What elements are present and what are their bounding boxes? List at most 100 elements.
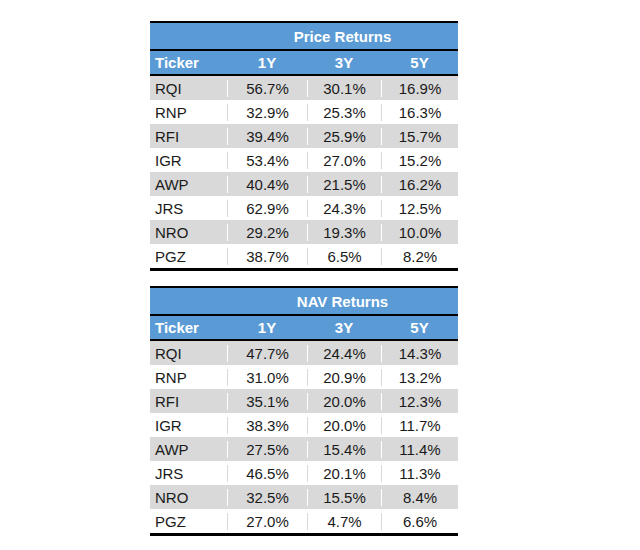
return-3y-cell: 15.4% [307,441,381,458]
table-row: JRS 46.5% 20.1% 11.3% [150,461,458,485]
return-1y-cell: 27.0% [227,513,307,530]
table-header-row: Ticker 1Y 3Y 5Y [150,316,458,341]
return-3y-cell: 4.7% [307,513,381,530]
ticker-cell: IGR [150,152,227,169]
return-3y-cell: 20.0% [307,393,381,410]
return-5y-cell: 12.3% [381,393,458,410]
column-header-ticker: Ticker [150,319,227,336]
return-3y-cell: 24.3% [307,200,381,217]
return-1y-cell: 32.9% [227,104,307,121]
return-1y-cell: 38.3% [227,417,307,434]
table-row: PGZ 27.0% 4.7% 6.6% [150,509,458,533]
ticker-cell: RNP [150,104,227,121]
table-row: IGR 53.4% 27.0% 15.2% [150,148,458,172]
table-header-row: Ticker 1Y 3Y 5Y [150,51,458,76]
ticker-cell: JRS [150,465,227,482]
return-1y-cell: 40.4% [227,176,307,193]
return-5y-cell: 16.9% [381,80,458,97]
return-5y-cell: 13.2% [381,369,458,386]
page: Price Returns Ticker 1Y 3Y 5Y RQI 56.7% … [0,0,640,550]
return-1y-cell: 35.1% [227,393,307,410]
column-header-ticker: Ticker [150,54,227,71]
return-5y-cell: 11.3% [381,465,458,482]
return-1y-cell: 62.9% [227,200,307,217]
return-3y-cell: 20.1% [307,465,381,482]
return-1y-cell: 38.7% [227,248,307,265]
table-row: PGZ 38.7% 6.5% 8.2% [150,244,458,268]
return-5y-cell: 15.2% [381,152,458,169]
return-5y-cell: 14.3% [381,345,458,362]
nav-returns-table: NAV Returns Ticker 1Y 3Y 5Y RQI 47.7% 24… [150,286,458,536]
return-5y-cell: 8.2% [381,248,458,265]
return-5y-cell: 12.5% [381,200,458,217]
ticker-cell: NRO [150,224,227,241]
return-1y-cell: 46.5% [227,465,307,482]
return-3y-cell: 19.3% [307,224,381,241]
table-row: NRO 29.2% 19.3% 10.0% [150,220,458,244]
return-5y-cell: 8.4% [381,489,458,506]
table-row: RQI 47.7% 24.4% 14.3% [150,341,458,365]
returns-tables-group: Price Returns Ticker 1Y 3Y 5Y RQI 56.7% … [150,21,458,536]
return-5y-cell: 11.4% [381,441,458,458]
table-row: RFI 39.4% 25.9% 15.7% [150,124,458,148]
table-row: IGR 38.3% 20.0% 11.7% [150,413,458,437]
return-5y-cell: 6.6% [381,513,458,530]
return-3y-cell: 27.0% [307,152,381,169]
return-5y-cell: 16.3% [381,104,458,121]
ticker-cell: IGR [150,417,227,434]
return-3y-cell: 25.3% [307,104,381,121]
return-3y-cell: 30.1% [307,80,381,97]
table-row: RNP 32.9% 25.3% 16.3% [150,100,458,124]
table-body: RQI 56.7% 30.1% 16.9% RNP 32.9% 25.3% 16… [150,76,458,268]
return-1y-cell: 39.4% [227,128,307,145]
ticker-cell: RNP [150,369,227,386]
table-row: AWP 27.5% 15.4% 11.4% [150,437,458,461]
return-3y-cell: 6.5% [307,248,381,265]
table-title-row: Price Returns [150,23,458,51]
ticker-cell: RFI [150,393,227,410]
ticker-cell: PGZ [150,513,227,530]
return-3y-cell: 25.9% [307,128,381,145]
return-5y-cell: 11.7% [381,417,458,434]
return-5y-cell: 16.2% [381,176,458,193]
table-row: RNP 31.0% 20.9% 13.2% [150,365,458,389]
table-row: JRS 62.9% 24.3% 12.5% [150,196,458,220]
table-title-row: NAV Returns [150,288,458,316]
table-row: RFI 35.1% 20.0% 12.3% [150,389,458,413]
ticker-cell: AWP [150,176,227,193]
ticker-cell: RFI [150,128,227,145]
return-5y-cell: 10.0% [381,224,458,241]
return-1y-cell: 29.2% [227,224,307,241]
table-body: RQI 47.7% 24.4% 14.3% RNP 31.0% 20.9% 13… [150,341,458,533]
ticker-cell: PGZ [150,248,227,265]
return-1y-cell: 27.5% [227,441,307,458]
return-3y-cell: 20.0% [307,417,381,434]
ticker-cell: JRS [150,200,227,217]
return-5y-cell: 15.7% [381,128,458,145]
table-row: NRO 32.5% 15.5% 8.4% [150,485,458,509]
table-row: RQI 56.7% 30.1% 16.9% [150,76,458,100]
column-header-3y: 3Y [307,54,381,71]
ticker-cell: AWP [150,441,227,458]
ticker-cell: NRO [150,489,227,506]
table-title: NAV Returns [227,293,458,310]
table-title: Price Returns [227,28,458,45]
return-3y-cell: 20.9% [307,369,381,386]
return-1y-cell: 56.7% [227,80,307,97]
column-header-1y: 1Y [227,319,307,336]
return-1y-cell: 31.0% [227,369,307,386]
return-1y-cell: 32.5% [227,489,307,506]
column-header-5y: 5Y [381,319,458,336]
column-header-3y: 3Y [307,319,381,336]
return-3y-cell: 15.5% [307,489,381,506]
return-1y-cell: 53.4% [227,152,307,169]
ticker-cell: RQI [150,345,227,362]
ticker-cell: RQI [150,80,227,97]
return-3y-cell: 21.5% [307,176,381,193]
price-returns-table: Price Returns Ticker 1Y 3Y 5Y RQI 56.7% … [150,21,458,271]
column-header-1y: 1Y [227,54,307,71]
column-header-5y: 5Y [381,54,458,71]
return-1y-cell: 47.7% [227,345,307,362]
return-3y-cell: 24.4% [307,345,381,362]
table-row: AWP 40.4% 21.5% 16.2% [150,172,458,196]
